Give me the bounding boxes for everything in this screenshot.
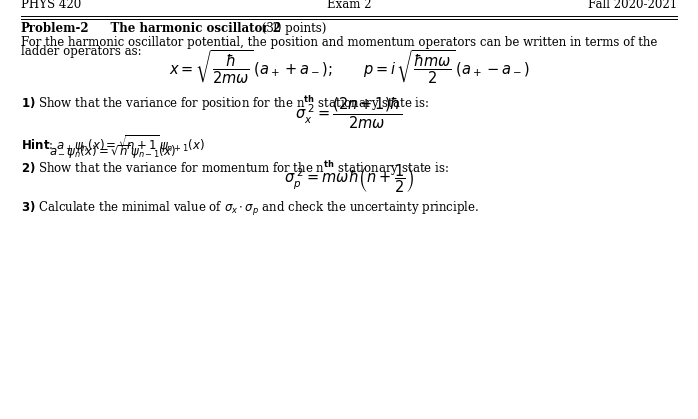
Text: $\mathit{\mathbf{Hint}}$: $a_+\psi_n(x) = \sqrt{n+1}\,\psi_{n+1}(x)$: $\mathit{\mathbf{Hint}}$: $a_+\psi_n(x) … [21, 133, 205, 155]
Text: PHYS 420: PHYS 420 [21, 0, 81, 11]
Text: Problem-2: Problem-2 [21, 22, 89, 35]
Text: The harmonic oscillator 2: The harmonic oscillator 2 [94, 22, 281, 35]
Text: (30 points): (30 points) [258, 22, 327, 35]
Text: Fall 2020-2021: Fall 2020-2021 [588, 0, 677, 11]
Text: $\mathbf{3)}$ Calculate the minimal value of $\sigma_x \cdot \sigma_p$ and check: $\mathbf{3)}$ Calculate the minimal valu… [21, 200, 479, 218]
Text: ladder operators as:: ladder operators as: [21, 45, 142, 58]
Text: $\sigma_x^{\;2} = \dfrac{(2n+1)\hbar}{2m\omega}$: $\sigma_x^{\;2} = \dfrac{(2n+1)\hbar}{2m… [295, 96, 403, 131]
Text: $a_-\psi_n(x) = \sqrt{n}\,\psi_{n-1}(x)$: $a_-\psi_n(x) = \sqrt{n}\,\psi_{n-1}(x)$ [49, 143, 176, 161]
Text: $x = \sqrt{\dfrac{\hbar}{2m\omega}}\,(a_+ + a_-);\quad\quad p = i\,\sqrt{\dfrac{: $x = \sqrt{\dfrac{\hbar}{2m\omega}}\,(a_… [169, 49, 529, 86]
Text: Exam 2: Exam 2 [327, 0, 371, 11]
Text: For the harmonic oscillator potential, the position and momentum operators can b: For the harmonic oscillator potential, t… [21, 36, 658, 49]
Text: $\sigma_p^{\;2} = m\omega\hbar\left(n + \dfrac{1}{2}\right)$: $\sigma_p^{\;2} = m\omega\hbar\left(n + … [284, 163, 414, 195]
Text: $\mathbf{2)}$ Show that the variance for momentum for the n$^{\mathbf{th}}$ stat: $\mathbf{2)}$ Show that the variance for… [21, 159, 449, 178]
Text: $\mathbf{1)}$ Show that the variance for position for the n$^{\mathbf{th}}$ stat: $\mathbf{1)}$ Show that the variance for… [21, 94, 429, 113]
